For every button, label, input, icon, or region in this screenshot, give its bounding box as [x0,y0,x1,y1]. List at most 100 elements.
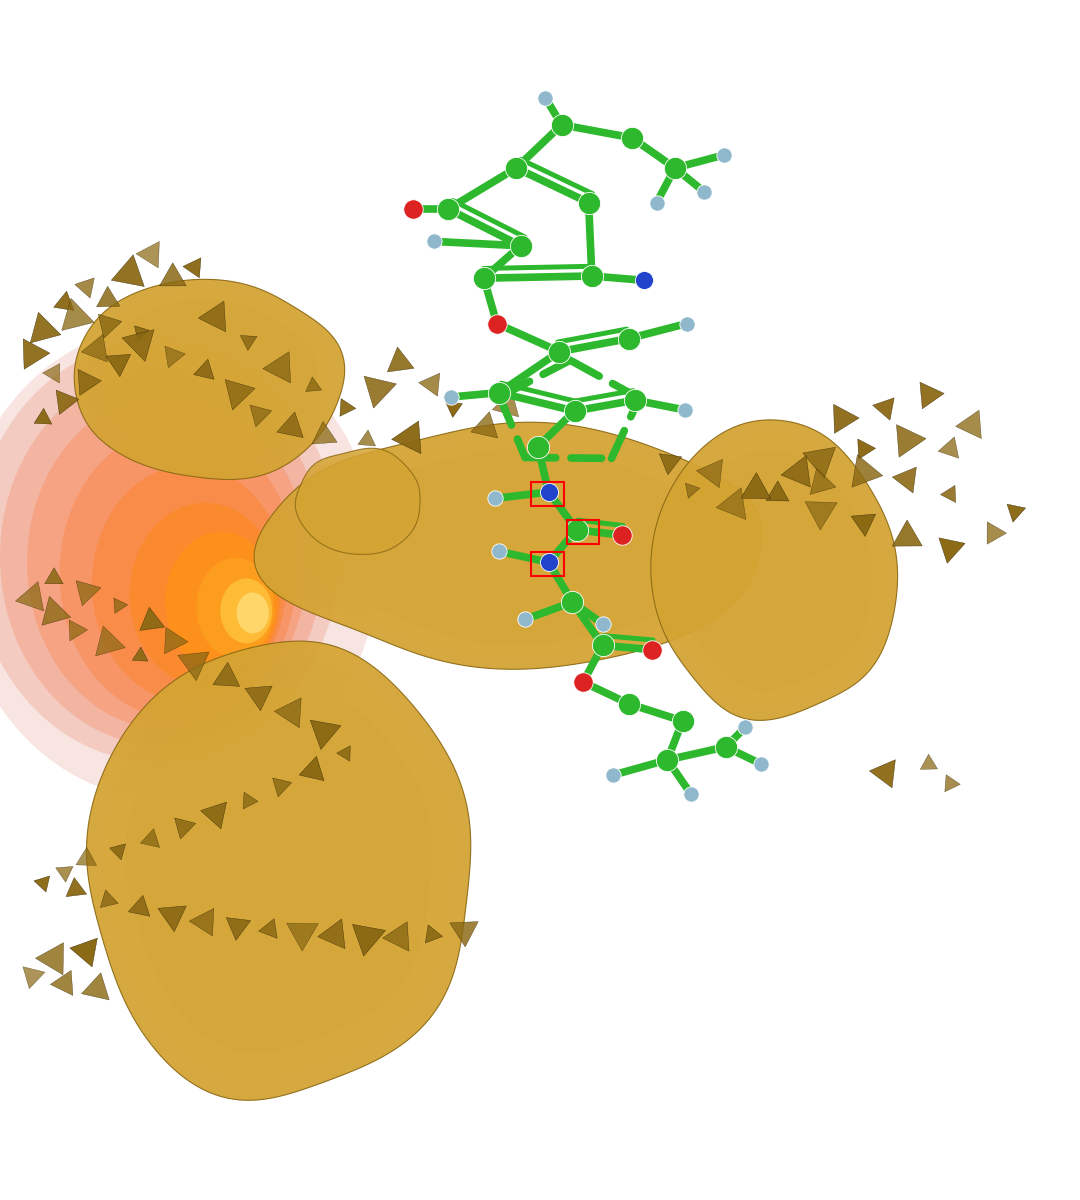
PathPatch shape [307,448,713,646]
PathPatch shape [275,432,742,660]
PathPatch shape [651,420,897,720]
Polygon shape [388,347,414,372]
Polygon shape [357,430,376,446]
Polygon shape [241,336,257,350]
Polygon shape [54,292,75,311]
Polygon shape [449,922,478,947]
Polygon shape [193,359,214,379]
Polygon shape [44,568,64,584]
Polygon shape [382,922,409,952]
PathPatch shape [308,460,408,544]
Polygon shape [941,486,956,503]
Polygon shape [781,456,810,487]
Ellipse shape [220,578,272,643]
Ellipse shape [0,367,324,745]
Polygon shape [133,647,148,661]
Polygon shape [810,468,836,494]
Polygon shape [310,720,341,750]
Polygon shape [95,626,125,656]
Polygon shape [245,686,272,710]
Polygon shape [15,582,43,611]
Polygon shape [276,412,303,438]
Polygon shape [33,876,50,892]
Polygon shape [35,408,52,424]
Polygon shape [100,890,118,907]
Polygon shape [111,254,145,287]
Polygon shape [286,923,319,950]
Polygon shape [306,377,322,391]
Polygon shape [70,938,97,967]
Polygon shape [939,437,959,458]
Ellipse shape [237,593,269,634]
Polygon shape [135,326,149,341]
Polygon shape [834,404,860,433]
Polygon shape [741,473,771,499]
PathPatch shape [75,280,345,480]
Polygon shape [805,502,837,530]
Polygon shape [23,338,50,370]
Ellipse shape [59,427,297,719]
Polygon shape [175,818,195,839]
Polygon shape [69,620,87,641]
PathPatch shape [300,452,415,551]
Polygon shape [78,370,102,395]
PathPatch shape [295,449,420,554]
Polygon shape [158,906,187,931]
Polygon shape [62,299,94,330]
Polygon shape [56,390,79,414]
Polygon shape [201,802,227,829]
Polygon shape [262,352,291,383]
Polygon shape [869,760,895,788]
Ellipse shape [165,532,278,672]
Polygon shape [766,481,789,500]
Ellipse shape [27,395,308,730]
Polygon shape [226,918,251,941]
Polygon shape [340,398,355,416]
Polygon shape [858,439,876,460]
PathPatch shape [254,422,761,670]
Polygon shape [164,628,188,654]
Polygon shape [178,652,210,680]
Polygon shape [81,973,109,1000]
Polygon shape [139,607,164,630]
PathPatch shape [295,449,420,554]
PathPatch shape [85,287,334,472]
Polygon shape [96,287,120,307]
Polygon shape [659,454,681,475]
Polygon shape [920,754,937,769]
Bar [531,482,564,506]
Polygon shape [23,967,45,989]
Ellipse shape [92,464,286,702]
Ellipse shape [197,558,274,658]
PathPatch shape [86,641,471,1100]
Polygon shape [129,895,150,917]
Polygon shape [160,263,186,286]
PathPatch shape [86,641,471,1100]
Ellipse shape [0,324,378,799]
PathPatch shape [102,659,456,1081]
Polygon shape [1007,504,1026,522]
Polygon shape [318,919,345,949]
Polygon shape [136,241,160,268]
Polygon shape [716,487,746,520]
Polygon shape [892,467,916,493]
PathPatch shape [125,686,432,1054]
Polygon shape [30,312,60,343]
Polygon shape [272,778,292,797]
PathPatch shape [675,450,873,691]
Polygon shape [697,460,723,487]
Polygon shape [51,971,72,996]
Polygon shape [75,278,94,298]
Polygon shape [492,390,518,416]
Polygon shape [213,662,240,686]
Polygon shape [36,943,64,974]
Polygon shape [225,379,255,410]
Polygon shape [43,364,59,383]
Polygon shape [920,382,944,409]
Polygon shape [852,455,882,487]
Polygon shape [471,412,498,438]
Polygon shape [299,756,324,781]
Polygon shape [274,698,301,728]
Polygon shape [364,377,396,408]
PathPatch shape [254,422,761,670]
